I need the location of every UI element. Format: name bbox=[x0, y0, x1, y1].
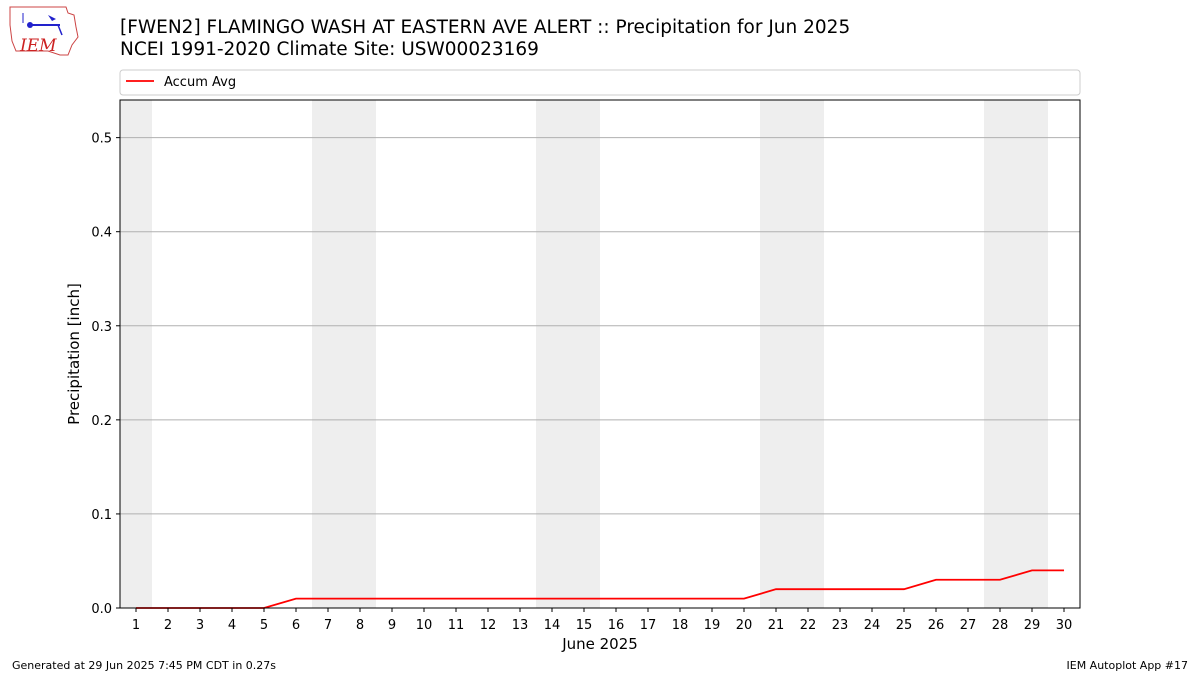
x-tick-label: 11 bbox=[448, 618, 465, 633]
weekend-band bbox=[984, 100, 1048, 608]
legend-box bbox=[119, 69, 1081, 96]
iem-logo: IEM bbox=[8, 5, 80, 59]
x-tick-label: 3 bbox=[196, 618, 204, 633]
weekend-band bbox=[536, 100, 600, 608]
y-tick-label: 0.5 bbox=[91, 132, 112, 147]
x-tick-label: 13 bbox=[512, 618, 529, 633]
plot-frame bbox=[119, 99, 1081, 609]
title-line-1: [FWEN2] FLAMINGO WASH AT EASTERN AVE ALE… bbox=[120, 17, 851, 38]
grid-lines bbox=[120, 137, 1080, 515]
y-axis: 0.0 0.1 0.2 0.3 0.4 0.5 bbox=[91, 132, 120, 617]
x-tick-label: 28 bbox=[992, 618, 1009, 633]
weekend-band bbox=[312, 100, 376, 608]
weekend-band bbox=[760, 100, 824, 608]
x-tick-label: 30 bbox=[1056, 618, 1073, 633]
y-axis-label: Precipitation [inch] bbox=[65, 283, 83, 425]
x-tick-label: 5 bbox=[260, 618, 268, 633]
legend: Accum Avg bbox=[119, 69, 1081, 96]
x-tick-label: 23 bbox=[832, 618, 849, 633]
title-line-2: NCEI 1991-2020 Climate Site: USW00023169 bbox=[120, 39, 539, 60]
y-tick-label: 0.1 bbox=[91, 508, 112, 523]
y-tick-label: 0.0 bbox=[91, 602, 112, 617]
x-tick-label: 19 bbox=[704, 618, 721, 633]
x-axis-label: June 2025 bbox=[561, 635, 638, 653]
x-tick-label: 20 bbox=[736, 618, 753, 633]
x-tick-label: 6 bbox=[292, 618, 300, 633]
x-tick-label: 14 bbox=[544, 618, 561, 633]
legend-label: Accum Avg bbox=[164, 75, 236, 90]
x-tick-label: 1 bbox=[132, 618, 140, 633]
generated-timestamp: Generated at 29 Jun 2025 7:45 PM CDT in … bbox=[12, 659, 277, 672]
x-tick-label: 15 bbox=[576, 618, 593, 633]
app-label: IEM Autoplot App #17 bbox=[1066, 659, 1189, 672]
x-tick-label: 26 bbox=[928, 618, 945, 633]
x-tick-label: 9 bbox=[388, 618, 396, 633]
weekend-band bbox=[120, 100, 152, 608]
logo-text: IEM bbox=[19, 36, 57, 56]
chart-title: [FWEN2] FLAMINGO WASH AT EASTERN AVE ALE… bbox=[120, 17, 850, 61]
x-tick-label: 21 bbox=[768, 618, 785, 633]
x-tick-label: 4 bbox=[228, 618, 236, 633]
x-tick-label: 18 bbox=[672, 618, 689, 633]
x-tick-label: 16 bbox=[608, 618, 625, 633]
x-tick-label: 10 bbox=[416, 618, 433, 633]
x-tick-label: 7 bbox=[324, 618, 332, 633]
y-tick-label: 0.3 bbox=[91, 320, 112, 335]
y-tick-label: 0.4 bbox=[91, 226, 112, 241]
iem-logo-icon: IEM bbox=[9, 6, 79, 56]
x-tick-label: 17 bbox=[640, 618, 657, 633]
x-tick-label: 8 bbox=[356, 618, 364, 633]
x-axis: 1 2 3 4 5 6 7 8 9 10 11 12 13 14 15 16 17 18 19 20 21 22 23 24 2… bbox=[132, 608, 1072, 633]
x-tick-label: 22 bbox=[800, 618, 817, 633]
x-tick-label: 24 bbox=[864, 618, 881, 633]
x-tick-label: 12 bbox=[480, 618, 497, 633]
series-line-accum-avg bbox=[136, 569, 1064, 609]
x-tick-label: 29 bbox=[1024, 618, 1041, 633]
y-tick-label: 0.2 bbox=[91, 414, 112, 429]
weekend-bands bbox=[120, 100, 1048, 608]
x-tick-label: 27 bbox=[960, 618, 977, 633]
x-tick-label: 2 bbox=[164, 618, 172, 633]
x-tick-label: 25 bbox=[896, 618, 913, 633]
